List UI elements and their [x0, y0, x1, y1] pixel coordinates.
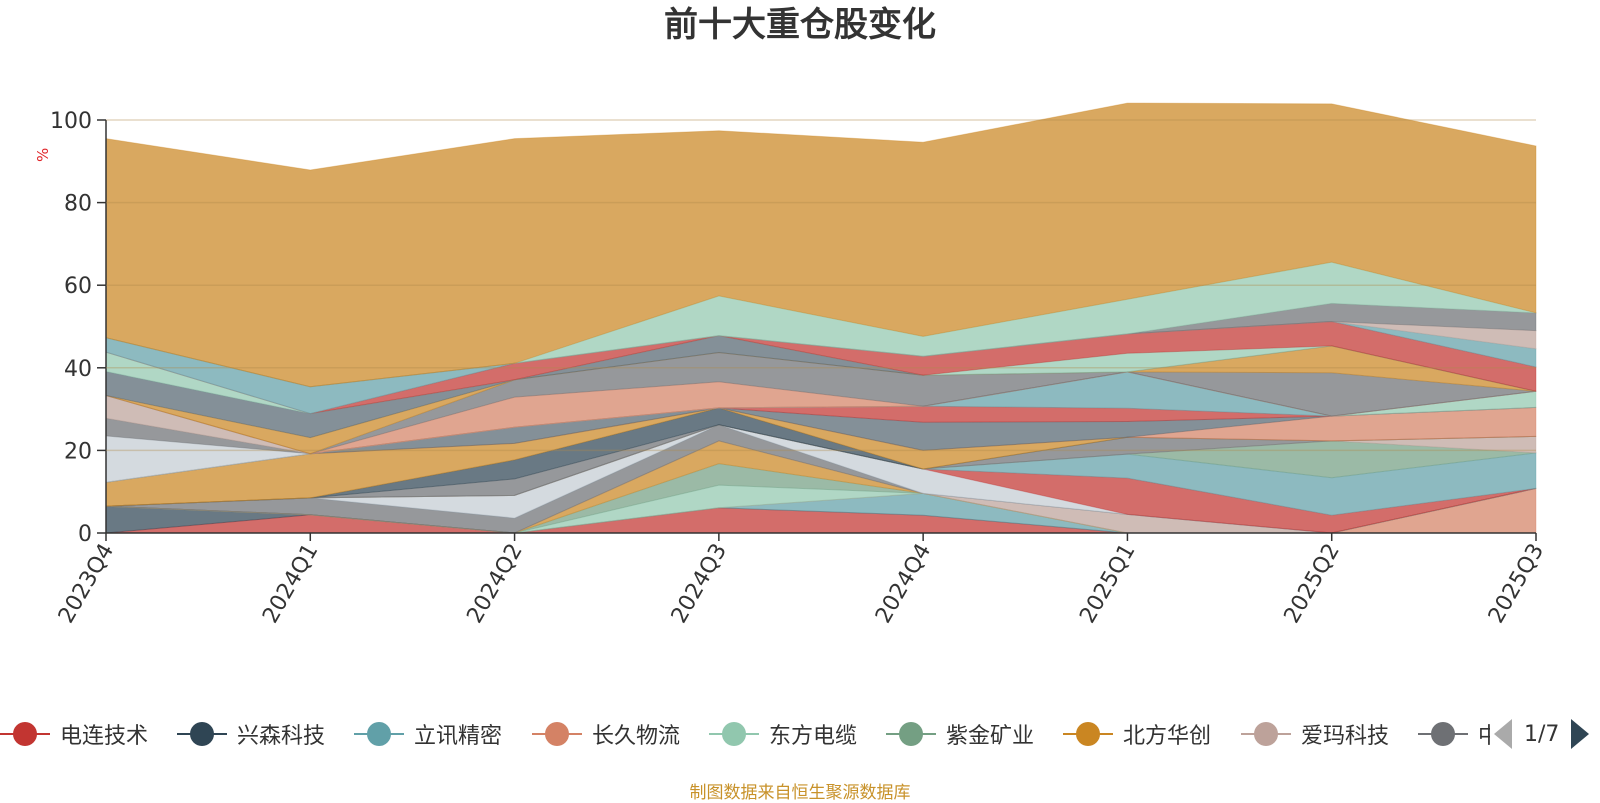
legend-marker-icon	[1063, 722, 1113, 746]
y-tick-label: 100	[50, 109, 92, 134]
area-series-22	[105, 371, 1537, 483]
legend-label: 立讯精密	[414, 724, 503, 749]
legend-item[interactable]: 立讯精密	[354, 716, 502, 752]
x-tick-label: 2024Q4	[871, 540, 936, 628]
area-series-24	[105, 371, 1537, 455]
legend-dot-icon	[545, 722, 569, 746]
legend-dot-icon	[1431, 722, 1455, 746]
area-series-33	[105, 320, 1537, 388]
legend-dot-icon	[13, 722, 37, 746]
legend-page-indicator: 1/7	[1524, 721, 1560, 747]
legend-marker-icon	[709, 722, 759, 746]
legend-label: 紫金矿业	[946, 724, 1035, 749]
x-tick-label: 2023Q4	[54, 540, 119, 628]
legend-item[interactable]: 中	[1418, 716, 1500, 752]
legend-label: 长久物流	[592, 724, 681, 749]
y-tick-label: 40	[64, 357, 92, 382]
legend-item[interactable]: 爱玛科技	[1241, 716, 1389, 752]
data-source-note: 制图数据来自恒生聚源数据库	[689, 783, 911, 803]
area-series-14	[105, 424, 1537, 507]
legend-marker-icon	[532, 722, 582, 746]
grid	[106, 119, 1536, 452]
x-tick-label: 2024Q1	[258, 540, 323, 628]
legend: 电连技术 兴森科技 立讯精密 长久物流 东方电缆 紫金矿业 北方华创 爱玛科技 中	[0, 716, 1600, 752]
legend-item[interactable]: 紫金矿业	[886, 716, 1034, 752]
area-series-3	[105, 487, 1537, 534]
x-tick-label: 2024Q3	[667, 540, 732, 628]
legend-marker-icon	[1418, 722, 1468, 746]
area-series-25	[105, 371, 1537, 455]
legend-dot-icon	[190, 722, 214, 746]
x-tick-label: 2024Q2	[462, 540, 527, 628]
area-series	[105, 102, 1537, 534]
y-tick-label: 80	[64, 192, 92, 217]
area-series-12	[105, 424, 1537, 516]
chart-title: 前十大重仓股变化	[664, 5, 936, 45]
y-tick-label: 0	[78, 522, 92, 547]
y-tick-label: 60	[64, 274, 92, 299]
legend-label: 爱玛科技	[1301, 724, 1390, 749]
next-page-icon[interactable]	[1571, 719, 1590, 749]
legend-item[interactable]: 北方华创	[1063, 716, 1211, 752]
prev-page-icon[interactable]	[1494, 719, 1512, 749]
legend-item[interactable]: 电连技术	[0, 716, 148, 752]
legend-label: 兴森科技	[237, 724, 326, 749]
area-series-32	[105, 320, 1537, 415]
y-axis-label: %	[34, 148, 52, 162]
x-tick-label: 2025Q2	[1280, 540, 1345, 628]
area-series-29	[105, 335, 1537, 439]
legend-item[interactable]: 长久物流	[532, 716, 680, 752]
legend-dot-icon	[722, 722, 746, 746]
legend-item[interactable]: 兴森科技	[177, 716, 325, 752]
legend-dot-icon	[1076, 722, 1100, 746]
y-tick-label: 20	[64, 439, 92, 464]
legend-marker-icon	[354, 722, 404, 746]
legend-label: 东方电缆	[769, 724, 858, 749]
legend-pager: 1/7	[1490, 716, 1600, 752]
legend-label: 北方华创	[1123, 724, 1212, 749]
legend-marker-icon	[1241, 722, 1291, 746]
legend-marker-icon	[0, 722, 50, 746]
x-tick-label: 2025Q1	[1075, 540, 1140, 628]
area-series-36	[105, 102, 1537, 388]
x-tick-label: 2025Q3	[1484, 540, 1549, 628]
area-series-31	[105, 320, 1537, 415]
legend-item[interactable]: 东方电缆	[709, 716, 857, 752]
legend-marker-icon	[886, 722, 936, 746]
area-series-30	[105, 335, 1537, 415]
legend-dot-icon	[899, 722, 923, 746]
legend-dot-icon	[1254, 722, 1278, 746]
legend-dot-icon	[367, 722, 391, 746]
area-series-34	[105, 302, 1537, 388]
area-series-23	[105, 371, 1537, 483]
legend-marker-icon	[177, 722, 227, 746]
legend-label: 电连技术	[60, 724, 149, 749]
